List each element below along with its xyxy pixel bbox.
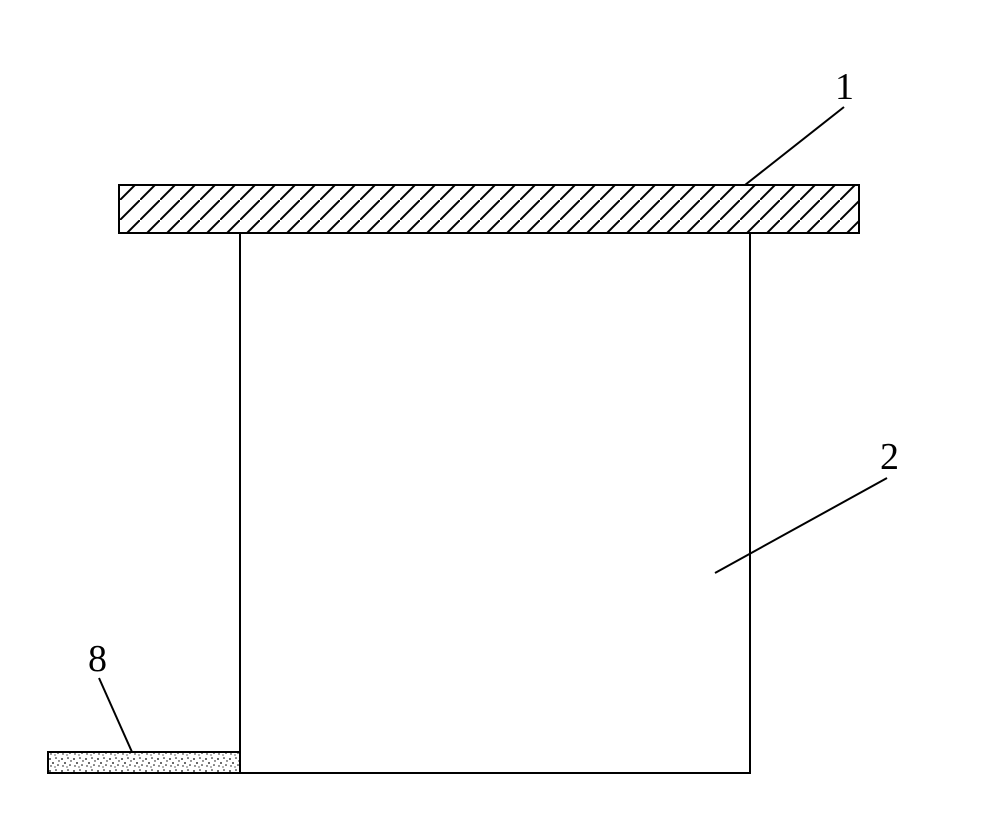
part-8-bottom-strip [48,752,240,773]
label-2: 2 [880,435,899,479]
leader-line-8 [99,678,132,752]
technical-diagram [0,0,1000,823]
part-2-main-body [240,233,750,773]
leader-line-1 [745,107,844,185]
part-1-top-bar [119,185,859,233]
label-8: 8 [88,637,107,681]
label-1: 1 [835,65,854,109]
